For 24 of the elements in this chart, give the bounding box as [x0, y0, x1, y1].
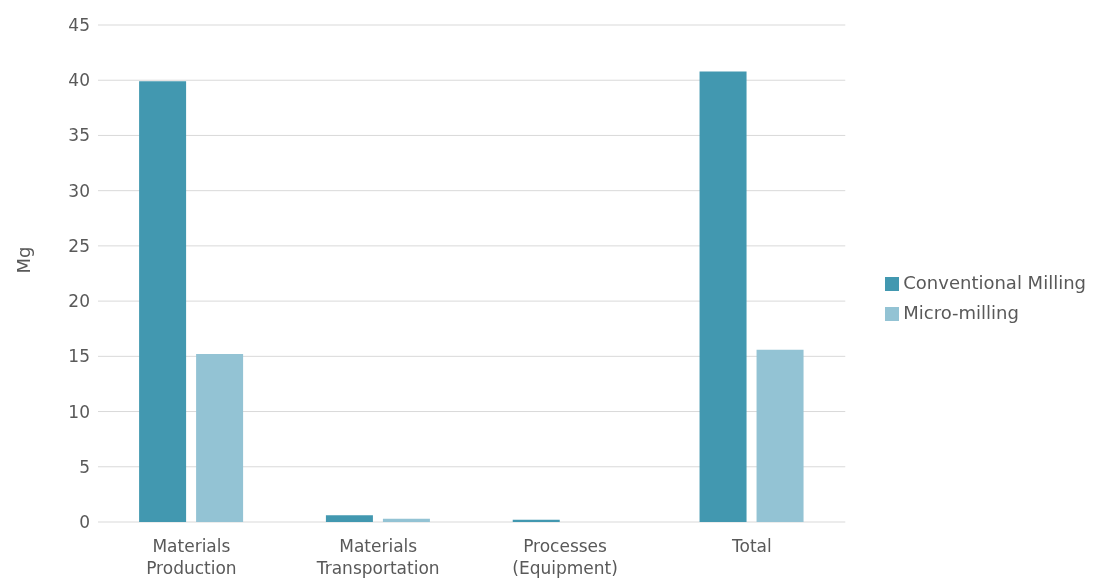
bar — [325, 515, 373, 522]
y-tick-label: 35 — [68, 125, 90, 146]
y-tick-label: 30 — [68, 180, 90, 201]
y-tick-label: 25 — [68, 235, 90, 256]
y-axis-title: Mg — [13, 246, 35, 274]
y-tick-label: 10 — [68, 401, 90, 422]
y-tick-label: 40 — [68, 70, 90, 91]
y-tick-label: 20 — [68, 291, 90, 312]
x-tick-label: Total — [731, 536, 772, 556]
y-tick-label: 5 — [79, 456, 90, 477]
legend-label: Conventional Milling — [903, 272, 1086, 293]
legend-label: Micro-milling — [903, 302, 1019, 323]
x-tick-label: Materials Production — [146, 536, 237, 578]
bar — [382, 518, 430, 522]
bar — [196, 354, 244, 522]
bar — [699, 71, 747, 522]
x-tick-label: Processes (Equipment) — [512, 536, 618, 578]
y-tick-label: 0 — [79, 512, 90, 533]
x-tick-label: Materials Transportation — [315, 536, 440, 578]
bar — [756, 349, 804, 522]
y-tick-label: 15 — [68, 346, 90, 367]
y-tick-label: 45 — [68, 15, 90, 36]
bar — [512, 519, 560, 522]
bar — [139, 81, 187, 522]
